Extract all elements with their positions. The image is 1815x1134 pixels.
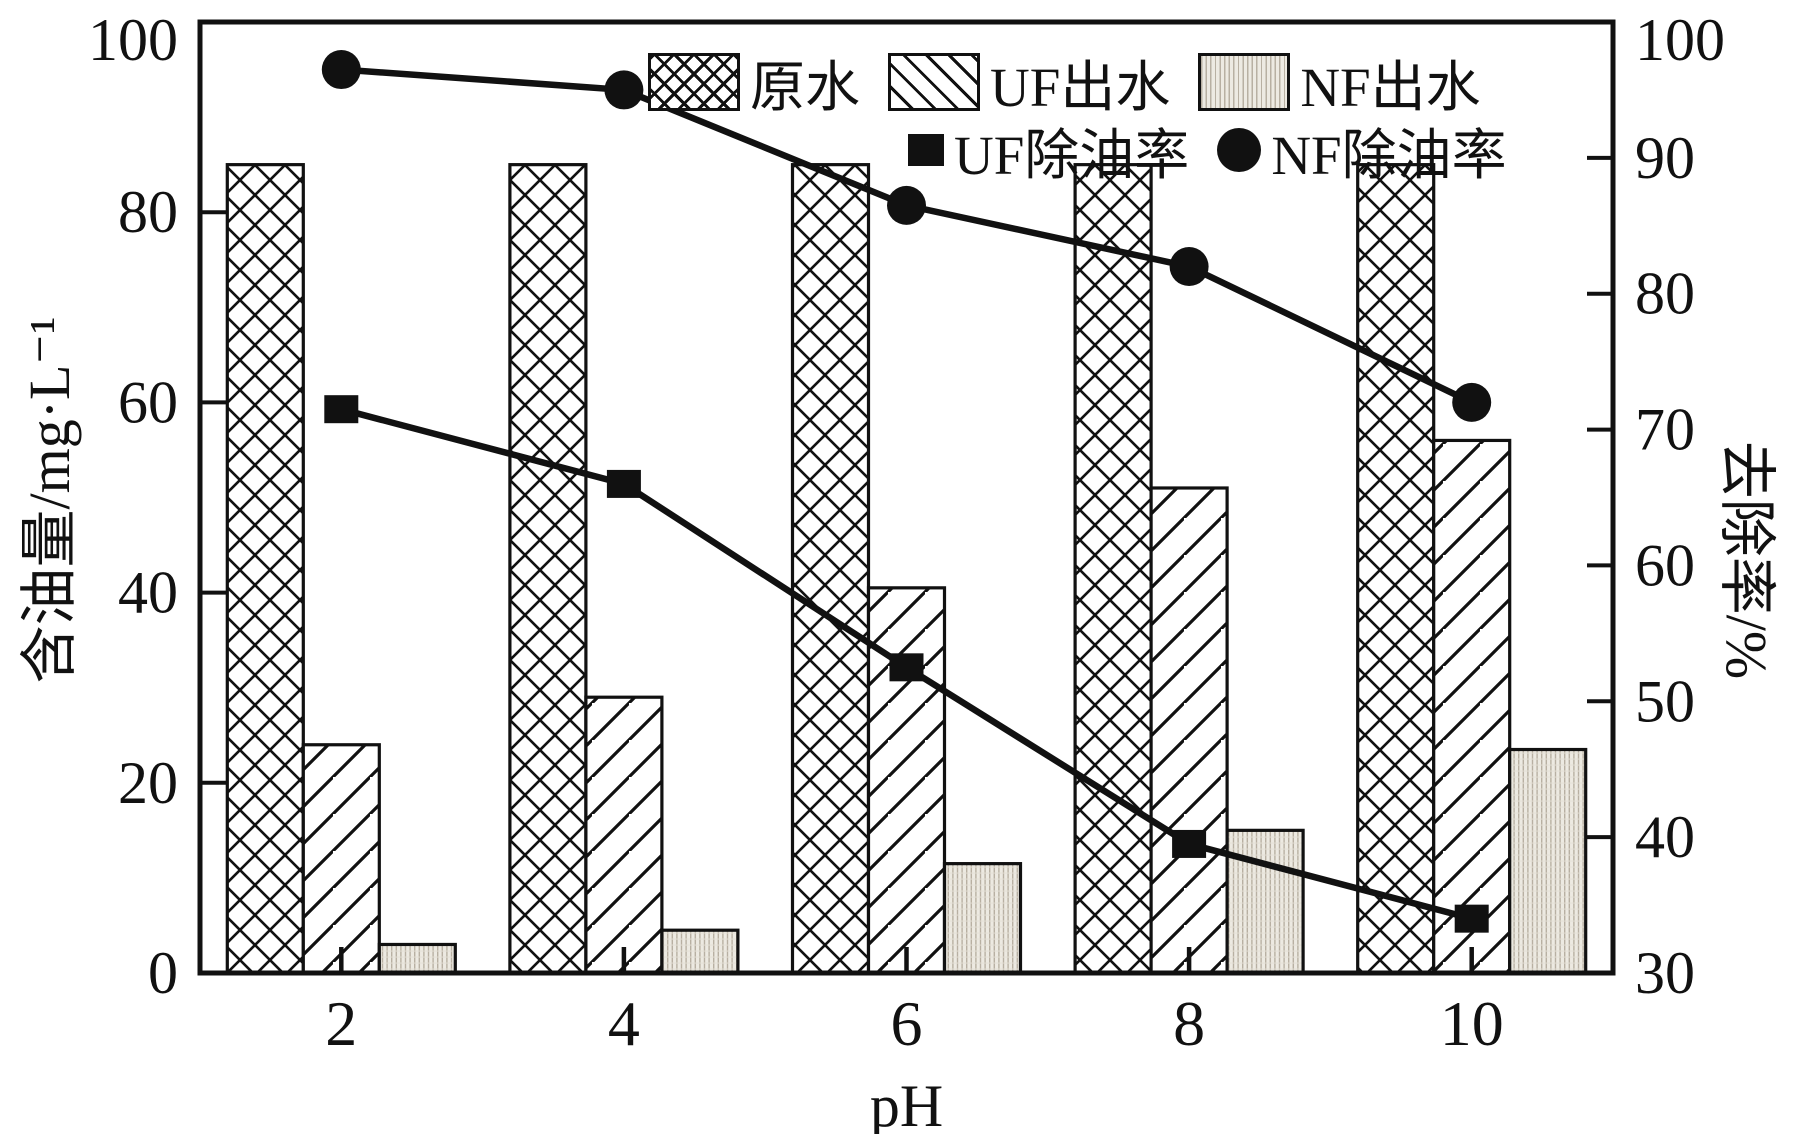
right-tick-label-60: 60 [1635, 532, 1695, 598]
x-axis-title: pH [869, 1073, 944, 1134]
raw-water-swatch-icon [648, 53, 740, 111]
bar-uf-ph2 [301, 743, 381, 975]
axes-layer: 0 20 40 60 80 100 30 40 50 60 70 80 90 100 2 4 6 8 10 [88, 7, 1725, 1059]
bars-layer [225, 163, 1588, 975]
x-tick-label-10: 10 [1440, 988, 1504, 1059]
bar-raw-ph6 [790, 163, 871, 975]
lines-layer [321, 50, 1492, 933]
marker-square-ph10 [1454, 904, 1489, 933]
bar-nf-ph8 [1225, 828, 1305, 975]
marker-circle-ph4 [604, 70, 644, 110]
left-tick-label-80: 80 [118, 179, 178, 245]
right-tick-label-40: 40 [1635, 804, 1695, 870]
left-tick-label-60: 60 [118, 369, 178, 435]
bar-uf-ph6 [866, 586, 947, 975]
right-tick-label-30: 30 [1635, 940, 1695, 1006]
legend-row-bars: 原水 UF出水 NF出水 [648, 42, 1481, 122]
bar-uf-ph8 [1149, 486, 1229, 975]
nf-effluent-swatch-icon [1198, 53, 1291, 111]
left-tick-label-20: 20 [118, 750, 178, 816]
bar-nf-ph2 [377, 942, 457, 975]
right-tick-label-100: 100 [1635, 7, 1725, 73]
marker-square-ph8 [1172, 829, 1207, 858]
bar-raw-ph8 [1073, 163, 1153, 975]
marker-circle-ph6 [887, 185, 926, 225]
legend-label-raw-water: 原水 [750, 57, 861, 118]
bar-raw-ph2 [225, 163, 305, 975]
legend-row-lines: UF除油率 NF除油率 [908, 110, 1507, 190]
marker-circle-ph10 [1452, 382, 1492, 422]
legend-label-nf-effluent: NF出水 [1300, 57, 1481, 118]
bar-raw-ph10 [1356, 163, 1436, 975]
bar-uf-ph4 [584, 695, 664, 975]
marker-square-ph6 [889, 653, 924, 682]
marker-square-ph2 [324, 395, 359, 424]
bar-nf-ph6 [942, 862, 1023, 975]
left-axis-title: 含油量/mg·L⁻¹ [17, 316, 82, 684]
bar-nf-ph10 [1508, 747, 1588, 975]
x-tick-label-4: 4 [608, 988, 640, 1059]
left-tick-label-0: 0 [148, 940, 178, 1006]
nf-circle-marker-icon [1217, 128, 1262, 172]
x-tick-label-6: 6 [891, 988, 923, 1059]
right-tick-label-70: 70 [1635, 397, 1695, 463]
uf-effluent-swatch-icon [888, 53, 981, 111]
bar-raw-ph4 [508, 163, 588, 975]
x-tick-label-2: 2 [325, 988, 357, 1059]
right-tick-label-90: 90 [1635, 125, 1695, 191]
marker-circle-ph8 [1169, 247, 1209, 287]
legend-label-uf-removal: UF除油率 [954, 125, 1190, 186]
x-tick-label-8: 8 [1173, 988, 1205, 1059]
right-tick-label-80: 80 [1635, 261, 1695, 327]
legend-label-nf-removal: NF除油率 [1271, 125, 1507, 186]
right-tick-label-50: 50 [1635, 668, 1695, 734]
legend-label-uf-effluent: UF出水 [990, 57, 1171, 118]
uf-square-marker-icon [908, 134, 944, 166]
bar-uf-ph10 [1432, 438, 1512, 975]
left-tick-label-40: 40 [118, 560, 178, 626]
marker-circle-ph2 [321, 50, 361, 90]
left-tick-label-100: 100 [88, 7, 178, 73]
bar-nf-ph4 [660, 928, 740, 975]
marker-square-ph4 [606, 469, 641, 498]
right-axis-title: 去除率/% [1714, 440, 1779, 680]
